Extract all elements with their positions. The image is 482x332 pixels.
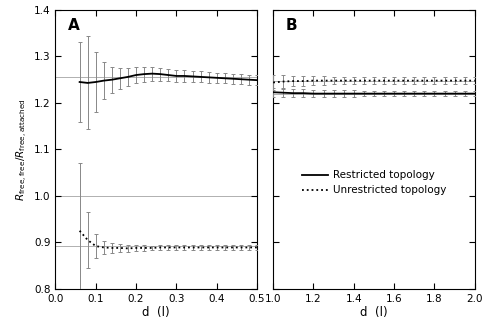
Legend: Restricted topology, Unrestricted topology: Restricted topology, Unrestricted topolo… [297, 166, 451, 200]
Y-axis label: $R_{\mathrm{free,free}}$/$R_{\mathrm{free,attached}}$: $R_{\mathrm{free,free}}$/$R_{\mathrm{fre… [14, 98, 30, 201]
Text: B: B [285, 18, 297, 33]
Text: A: A [67, 18, 79, 33]
X-axis label: d  (l): d (l) [142, 306, 170, 319]
X-axis label: d  (l): d (l) [360, 306, 388, 319]
